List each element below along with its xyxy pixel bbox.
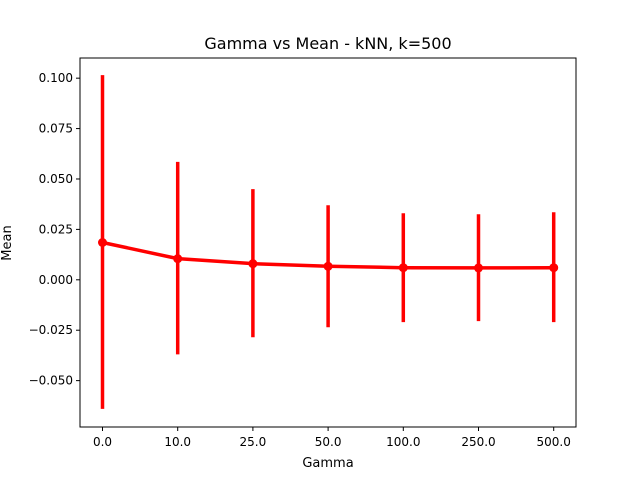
x-tick-label: 250.0 bbox=[461, 435, 495, 449]
x-tick-label: 10.0 bbox=[164, 435, 191, 449]
y-tick-label: 0.025 bbox=[39, 222, 73, 236]
data-point bbox=[474, 263, 483, 273]
axes-frame bbox=[79, 57, 577, 428]
x-tick-label: 25.0 bbox=[240, 435, 267, 449]
y-axis-label: Mean bbox=[0, 225, 15, 260]
x-tick-label: 0.0 bbox=[93, 435, 112, 449]
data-point bbox=[98, 238, 107, 247]
data-point bbox=[398, 263, 408, 273]
chart-title: Gamma vs Mean - kNN, k=500 bbox=[204, 34, 451, 53]
x-axis-label: Gamma bbox=[302, 456, 353, 471]
data-point bbox=[549, 263, 559, 273]
y-tick-label: −0.025 bbox=[29, 323, 73, 337]
x-tick-label: 50.0 bbox=[315, 435, 342, 449]
y-tick-label: 0.000 bbox=[39, 273, 73, 287]
data-point bbox=[248, 259, 258, 269]
y-tick-label: −0.050 bbox=[29, 374, 73, 388]
data-point bbox=[173, 254, 183, 264]
data-point bbox=[323, 261, 333, 271]
x-tick-label: 500.0 bbox=[537, 435, 571, 449]
plot-area: −0.050 −0.025 0.000 0.025 0.050 0.075 0.100 0.0… bbox=[29, 71, 571, 449]
y-tick-label: 0.100 bbox=[39, 71, 73, 85]
y-tick-label: 0.050 bbox=[39, 172, 73, 186]
y-tick-label: 0.075 bbox=[39, 122, 73, 136]
x-tick-label: 100.0 bbox=[386, 435, 420, 449]
